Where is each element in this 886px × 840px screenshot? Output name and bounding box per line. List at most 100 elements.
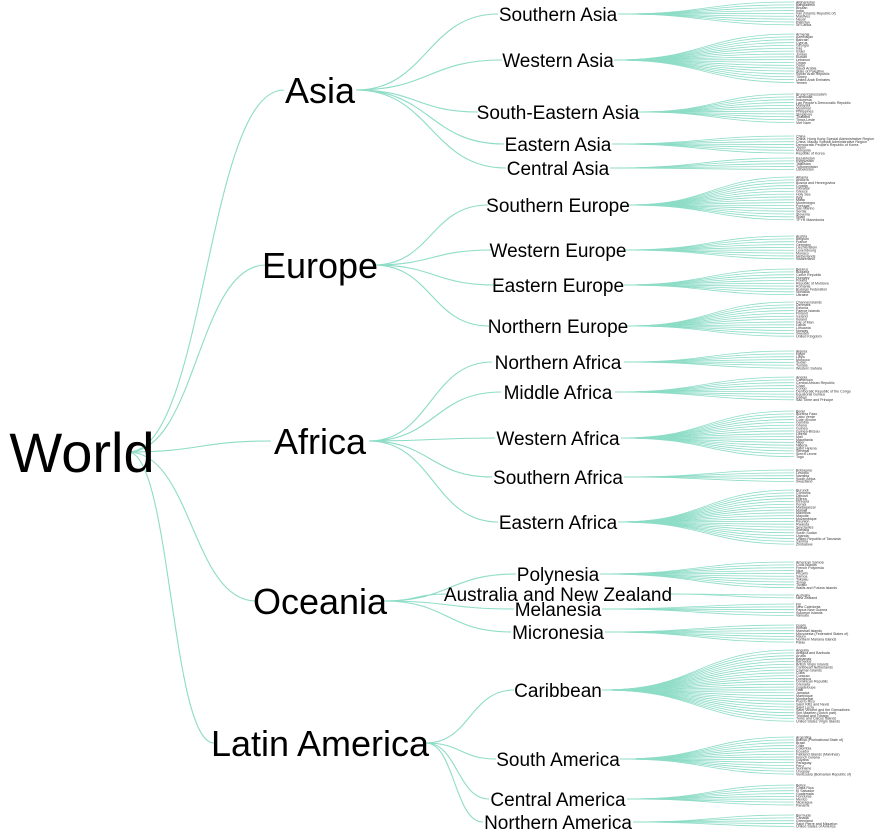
country-label: Cuba [796,671,805,675]
country-label: Faeroe Islands [796,309,820,313]
country-label: Denmark [796,303,811,307]
region-to-country-link [624,247,795,251]
country-label: Indonesia [796,98,812,102]
region-to-country-link [609,167,795,170]
country-label: Spain [796,215,805,219]
country-label: Norway [796,329,808,333]
country-label: Bolivia (Plurinational State of) [796,738,843,742]
country-label: Namibia [796,474,809,478]
country-label: Puerto Rico [796,700,815,704]
region-label: South-Eastern Asia [477,103,640,124]
root-to-continent-link [127,89,285,453]
country-label: Cambodia [796,95,812,99]
country-label: Lithuania [796,326,811,330]
country-label: French Polynesia [796,566,824,570]
country-label: New Zealand [796,596,817,600]
country-label: Singapore [796,112,812,116]
region-label: Southern Asia [499,5,618,26]
country-label: Gibraltar [796,187,811,191]
region-to-country-link [623,361,795,369]
region-to-country-link [617,506,795,523]
continent-to-region-link [368,391,502,442]
continent-label: Oceania [253,581,388,622]
country-label: Chile [796,744,804,748]
country-label: Libya [796,355,805,359]
country-label: South Sudan [796,531,817,535]
region-to-country-link [601,675,795,691]
region-to-country-link [637,102,795,113]
country-label: Azerbaijan [796,35,813,39]
country-label: Djibouti [796,494,808,498]
country-label: Slovenia [796,212,810,216]
region-to-country-link [619,739,795,760]
region-label: Eastern Asia [505,135,612,156]
country-label: Somalia [796,528,809,532]
country-label: Holy See [796,192,811,196]
country-label: Burkina Faso [796,412,817,416]
region-to-country-link [601,606,795,610]
country-label: Saint Helena [796,446,817,450]
country-label: Eritrea [796,497,807,501]
region-label: Western Europe [490,241,627,262]
country-label: Tokelau [796,577,808,581]
country-label: Bulgaria [796,270,809,274]
country-label: French Guiana [796,755,820,759]
country-label: Togo [796,455,804,459]
region-to-country-link [617,521,795,534]
region-label: Middle Africa [504,383,613,404]
country-label: Yemen [796,81,807,85]
country-label: Guam [796,623,806,627]
country-label: China, Macao Special Administrative Regi… [796,140,867,144]
country-label: Turkey [796,75,807,79]
country-label: Uganda [796,534,809,538]
region-to-country-link [624,249,795,260]
country-label: Niger [796,441,805,445]
country-label: Senegal [796,449,809,453]
country-label: Tuvalu [796,583,807,587]
country-label: Caribbean Netherlands [796,665,833,669]
country-label: Mongolia [796,149,811,153]
country-label: Bangladesh [796,3,815,7]
country-label: Tunisia [796,364,807,368]
country-label: Lao People's Democratic Republic [796,101,851,105]
region-to-country-link [613,45,795,61]
country-label: Liberia [796,432,807,436]
country-label: Myanmar [796,107,812,111]
country-label: Australia [796,593,810,597]
country-label: Ukraine [796,293,808,297]
country-label: Latvia [796,323,806,327]
country-label: Mali [796,435,803,439]
country-label: Oman [796,61,806,65]
continent-to-region-link [355,89,507,169]
country-label: Venezuela (Bolivarian Republic of) [796,772,851,776]
country-label: Republic of Moldova [796,282,829,286]
country-label: Greenland [796,819,813,823]
continent-to-region-link [373,264,496,286]
country-label: Iceland [796,315,808,319]
region-label: Polynesia [517,565,600,586]
country-label: Lesotho [796,471,809,475]
country-label: Samoa [796,575,807,579]
country-label: Armenia [796,32,809,36]
country-label: Dominica [796,677,811,681]
country-label: Channel Islands [796,300,822,304]
country-label: Czech Republic [796,273,821,277]
country-label: Republic of Korea [796,151,825,155]
country-label: Reunion [796,520,809,524]
continent-to-region-link [373,204,489,266]
continent-to-region-link [368,440,499,523]
country-label: Costa Rica [796,786,814,790]
region-label: Melanesia [515,600,602,621]
country-label: Ecuador [796,750,810,754]
country-label: Northern Mariana Islands [796,638,837,642]
region-label: Western Asia [502,51,614,72]
country-label: Sierra Leone [796,452,817,456]
country-label: Saint Lucia [796,705,814,709]
continent-to-region-link [355,89,505,145]
region-label: Caribbean [514,681,602,702]
continent-label: Latin America [211,723,430,764]
continent-to-region-link [383,593,449,602]
country-label: Burundi [796,488,809,492]
continent-to-region-link [368,440,493,478]
country-label: Belarus [796,267,808,271]
